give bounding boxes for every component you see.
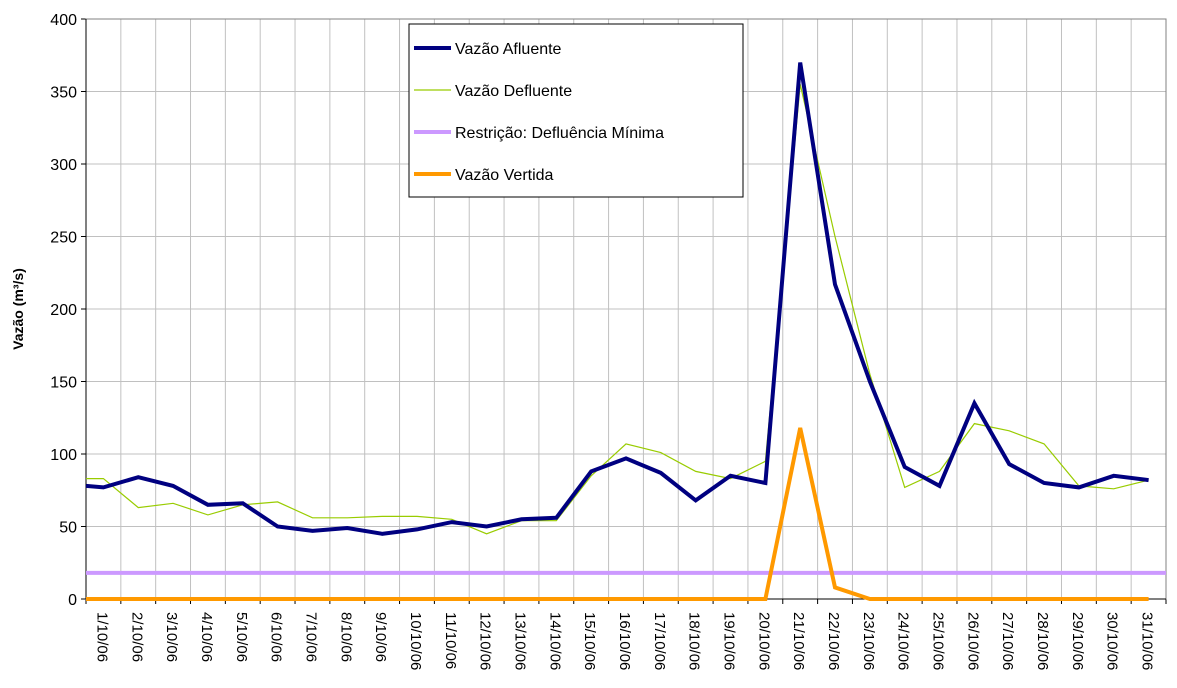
x-tick-label: 24/10/06	[895, 612, 912, 670]
y-tick-label: 50	[59, 520, 77, 537]
y-tick-label: 250	[50, 230, 77, 247]
x-tick-label: 10/10/06	[407, 612, 424, 670]
x-tick-label: 4/10/06	[198, 612, 215, 662]
x-tick-label: 15/10/06	[581, 612, 598, 670]
x-tick-label: 5/10/06	[233, 612, 250, 662]
x-tick-label: 2/10/06	[128, 612, 145, 662]
y-tick-label: 400	[50, 12, 77, 29]
series-lines	[85, 62, 1166, 601]
y-tick-label: 0	[68, 592, 77, 609]
x-tick-label: 27/10/06	[999, 612, 1016, 670]
x-tick-label: 26/10/06	[964, 612, 981, 670]
x-tick-label: 9/10/06	[372, 612, 389, 662]
x-tick-label: 12/10/06	[477, 612, 494, 670]
y-tick-label: 300	[50, 157, 77, 174]
y-tick-label: 200	[50, 302, 77, 319]
x-tick-label: 19/10/06	[721, 612, 738, 670]
legend-entry: Vazão Defluente	[455, 83, 572, 100]
legend-entry: Restrição: Defluência Mínima	[455, 125, 664, 142]
x-tick-label: 28/10/06	[1034, 612, 1051, 670]
x-tick-label: 11/10/06	[442, 612, 459, 669]
series-line-3	[86, 427, 1149, 601]
y-tick-label: 150	[50, 375, 77, 392]
legend: Vazão Afluente Vazão Defluente Restrição: …	[408, 23, 744, 198]
x-tick-label: 6/10/06	[268, 612, 285, 662]
x-tick-label: 18/10/06	[686, 612, 703, 670]
legend-box	[408, 23, 744, 198]
x-tick-label: 30/10/06	[1104, 612, 1121, 670]
legend-entry: Vazão Vertida	[455, 167, 554, 184]
x-tick-label: 13/10/06	[511, 612, 528, 670]
series-line-1	[86, 84, 1149, 535]
x-tick-label: 7/10/06	[302, 612, 319, 662]
x-tick-label: 20/10/06	[755, 612, 772, 670]
x-tick-label: 23/10/06	[860, 612, 877, 670]
y-tick-labels: 0 50 100 150 200 250 300 350 400	[50, 12, 77, 609]
x-tick-label: 22/10/06	[825, 612, 842, 670]
x-tick-label: 31/10/06	[1139, 612, 1156, 670]
legend-entry: Vazão Afluente	[455, 41, 562, 58]
x-tick-label: 1/10/06	[93, 612, 110, 662]
x-tick-label: 16/10/06	[616, 612, 633, 670]
x-tick-label: 21/10/06	[790, 612, 807, 670]
x-tick-label: 25/10/06	[930, 612, 947, 670]
x-tick-label: 8/10/06	[337, 612, 354, 662]
y-axis-title: Vazão (m³/s)	[10, 268, 26, 350]
series-line-0	[85, 62, 1149, 536]
x-tick-labels: 1/10/06 2/10/06 3/10/06 4/10/06 5/10/06 6/10/…	[93, 612, 1155, 670]
y-tick-label: 100	[50, 447, 77, 464]
x-tick-label: 17/10/06	[651, 612, 668, 670]
x-tick-label: 3/10/06	[163, 612, 180, 662]
y-tick-label: 350	[50, 85, 77, 102]
x-tick-label: 14/10/06	[546, 612, 563, 670]
x-tick-label: 29/10/06	[1069, 612, 1086, 670]
